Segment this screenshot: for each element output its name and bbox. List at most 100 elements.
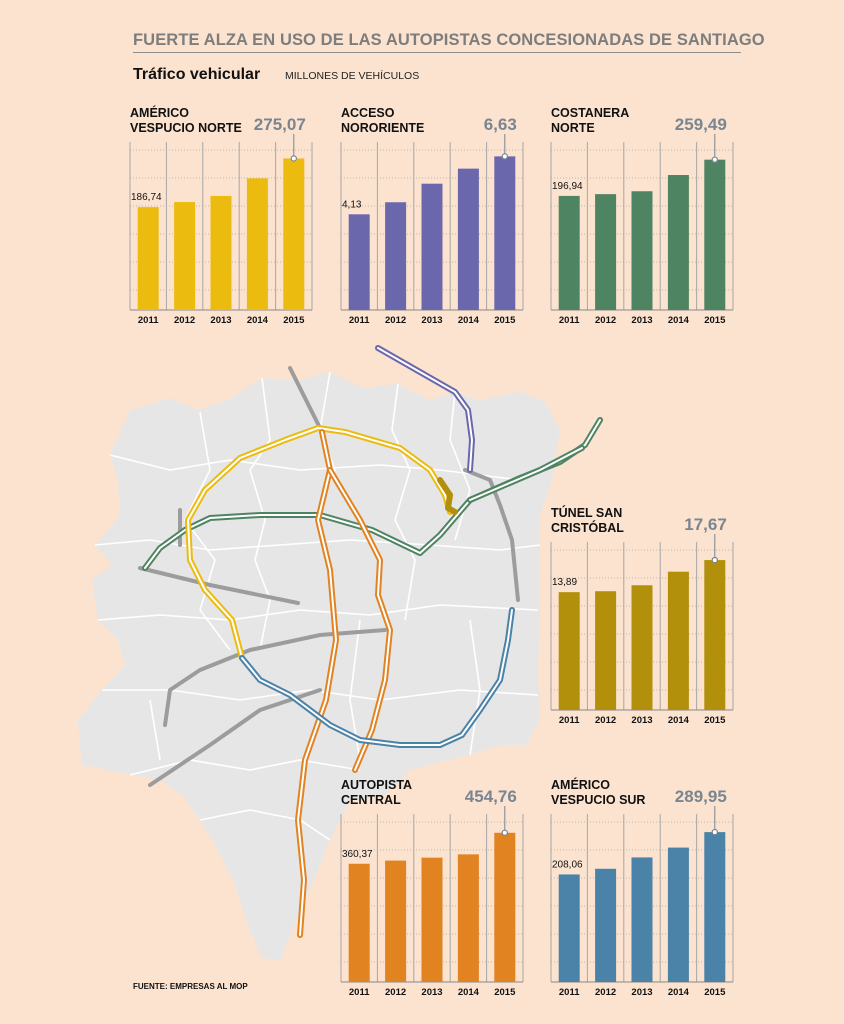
map-district-borders [94,371,541,841]
bar-2015 [283,158,305,310]
bar-2013 [421,857,443,982]
bar-2015 [704,560,726,710]
chart-title: AMÉRICO VESPUCIO NORTE [130,106,242,135]
bar-2014 [667,571,689,710]
chart-title: TÚNEL SAN CRISTÓBAL [551,506,624,535]
map-land [78,372,560,960]
x-tick-label: 2015 [704,987,726,998]
bar-2012 [174,202,196,310]
x-tick-label: 2012 [385,987,406,998]
bar-2015 [704,832,726,982]
bar-2014 [667,847,689,982]
data-label-last: 17,67 [684,515,727,534]
data-label-first: 208,06 [552,859,583,870]
x-tick-label: 2012 [595,315,616,326]
bar-2013 [210,195,232,310]
x-tick-label: 2014 [668,315,690,326]
x-tick-label: 2015 [704,715,726,726]
x-tick-label: 2013 [421,315,442,326]
bar-chart-svg: 2011 2012 2013 2014 2015 13,89 17,67 [550,515,734,726]
bar-2012 [385,202,407,310]
x-tick-label: 2015 [704,315,726,326]
bar-chart-svg: 2011 2012 2013 2014 2015 4,13 6,63 [340,115,524,326]
bar-2011 [137,207,159,310]
x-tick-label: 2012 [595,715,616,726]
x-tick-label: 2015 [494,315,516,326]
chart-tunel-san-cristobal: TÚNEL SAN CRISTÓBAL 2011 2012 2013 2014 2015… [550,506,741,726]
bar-2011 [558,592,580,710]
data-label-last: 289,95 [675,787,727,806]
x-tick-label: 2014 [668,715,690,726]
bar-2013 [631,585,653,710]
chart-autopista-central: AUTOPISTA CENTRAL 2011 2012 2013 2014 2015 36… [340,778,531,998]
highlight-dot [501,153,508,160]
chart-americo-vespucio-norte: AMÉRICO VESPUCIO NORTE 2011 2012 2013 2014 2… [129,106,320,326]
x-tick-label: 2012 [174,315,195,326]
bar-2015 [704,159,726,310]
highlight-dot [501,829,508,836]
x-tick-label: 2014 [247,315,269,326]
bar-2011 [558,874,580,982]
x-tick-label: 2013 [210,315,231,326]
x-tick-label: 2012 [595,987,616,998]
x-tick-label: 2013 [631,987,652,998]
x-tick-label: 2014 [668,987,690,998]
bar-chart-svg: 2011 2012 2013 2014 2015 360,37 454,76 [340,787,524,998]
x-tick-label: 2011 [559,315,580,326]
chart-title: ACCESO NORORIENTE [341,106,425,135]
bar-2013 [631,857,653,982]
highlight-dot [711,556,718,564]
data-label-last: 259,49 [675,115,727,134]
subtitle: Tráfico vehicular [133,66,261,83]
bar-2013 [631,191,653,310]
x-tick-label: 2013 [421,987,442,998]
bar-2011 [348,214,370,310]
x-tick-label: 2011 [349,315,370,326]
data-label-last: 6,63 [484,115,517,134]
x-tick-label: 2013 [631,715,652,726]
chart-title: AMÉRICO VESPUCIO SUR [551,778,646,807]
chart-title: AUTOPISTA CENTRAL [341,778,412,807]
x-tick-label: 2012 [385,315,406,326]
unit-label: MILLONES DE VEHÍCULOS [285,70,420,82]
bar-2015 [494,832,516,982]
bar-2014 [667,175,689,310]
chart-costanera-norte: COSTANERA NORTE 2011 2012 2013 2014 2015 196,… [550,106,741,326]
bar-chart-svg: 2011 2012 2013 2014 2015 196,94 259,49 [550,115,734,326]
data-label-first: 360,37 [342,849,373,860]
x-tick-label: 2011 [349,987,370,998]
bar-2011 [558,195,580,310]
data-label-last: 275,07 [254,115,306,134]
data-label-first: 186,74 [131,192,162,203]
chart-americo-vespucio-sur: AMÉRICO VESPUCIO SUR 2011 2012 2013 2014 201… [550,778,741,998]
bar-2012 [385,860,407,982]
chart-acceso-nororiente: ACCESO NORORIENTE 2011 2012 2013 2014 2015 4,… [340,106,531,326]
x-tick-label: 2011 [138,315,159,326]
bar-2012 [595,868,617,982]
bar-2011 [348,863,370,982]
data-label-first: 196,94 [552,181,583,192]
chart-title: COSTANERA NORTE [551,106,629,135]
source-note: FUENTE: EMPRESAS AL MOP [133,982,248,991]
bar-2015 [494,156,516,310]
x-tick-label: 2015 [494,987,516,998]
highlight-dot [711,156,718,163]
x-tick-label: 2011 [559,715,580,726]
data-label-first: 13,89 [552,577,577,588]
bar-2012 [595,591,617,710]
bar-2012 [595,194,617,310]
bar-2013 [421,183,443,310]
x-tick-label: 2013 [631,315,652,326]
bar-chart-svg: 2011 2012 2013 2014 2015 186,74 275,07 [129,115,313,326]
highlight-dot [290,155,297,162]
bar-2014 [457,854,479,982]
x-tick-label: 2014 [458,987,480,998]
x-tick-label: 2015 [283,315,305,326]
highway-routes [138,345,603,938]
x-tick-label: 2014 [458,315,480,326]
highlight-dot [711,828,718,836]
infographic-title: FUERTE ALZA EN USO DE LAS AUTOPISTAS CON… [133,31,765,53]
bar-2014 [246,178,268,310]
data-label-last: 454,76 [465,787,517,806]
